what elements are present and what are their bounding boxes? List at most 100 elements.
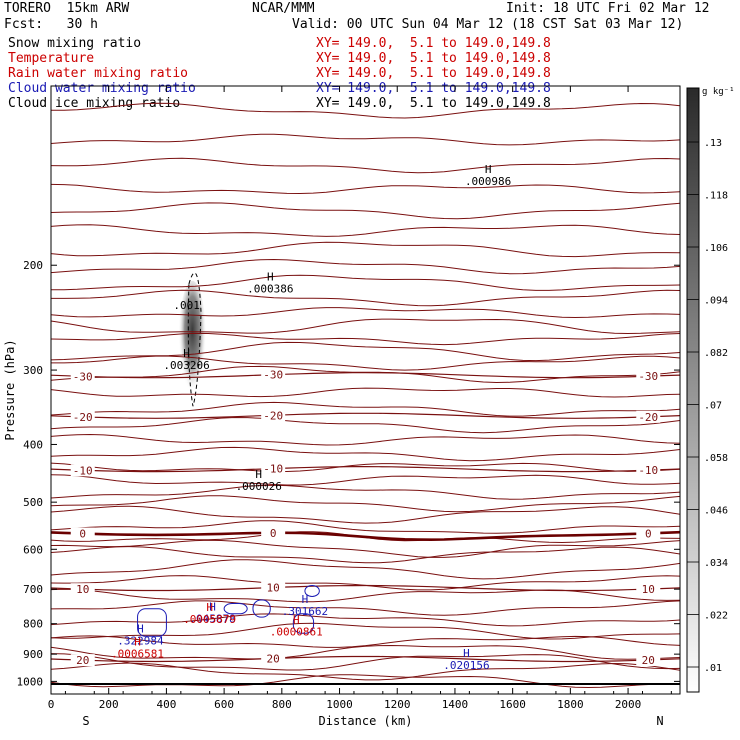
contour-label-20-0: 20	[76, 654, 89, 667]
temperature-isoline	[50, 462, 681, 472]
field-snow-xy: XY= 149.0, 5.1 to 149.0,149.8	[316, 36, 551, 51]
temperature-isoline	[50, 559, 681, 580]
colorbar-label-6: .058	[704, 453, 728, 464]
contour-label-10-2: 10	[642, 583, 655, 596]
y-tick-label-700: 700	[23, 583, 43, 596]
temperature-isoline	[50, 588, 681, 603]
temperature-isoline	[50, 157, 681, 174]
contour-label--10-2: -10	[638, 464, 658, 477]
max-marker-9: H	[134, 635, 141, 648]
max-marker-3: H	[255, 468, 262, 481]
temperature-isoline	[50, 341, 681, 362]
contour-label-bg	[636, 370, 661, 383]
temperature-isoline	[51, 289, 681, 307]
x-tick-label-0: 0	[48, 698, 55, 711]
colorbar-label-4: .082	[704, 348, 728, 359]
colorbar-label-10: .01	[704, 663, 722, 674]
x-tick-label-1400: 1400	[442, 698, 469, 711]
contour-label-bg	[261, 368, 286, 381]
temperature-isoline	[50, 133, 681, 146]
colorbar-label-8: .034	[704, 558, 728, 569]
max-marker-8: H	[137, 623, 144, 636]
field-rain-xy: XY= 149.0, 5.1 to 149.0,149.8	[316, 66, 551, 81]
contour-label--30-2: -30	[638, 370, 658, 383]
temperature-isoline	[50, 539, 681, 558]
contour-label--30-0: -30	[73, 370, 93, 383]
max-value-9: .0006581	[111, 647, 164, 660]
contour-label-bg	[261, 652, 286, 665]
temperature-isoline	[50, 662, 681, 681]
contour-label-bg	[70, 370, 95, 383]
temperature-isoline	[50, 416, 681, 434]
temperature-contour--30	[50, 372, 681, 379]
temperature-isoline	[50, 307, 681, 319]
temperature-isoline	[50, 401, 681, 417]
y-tick-label-300: 300	[23, 364, 43, 377]
field-cloud-ice-xy: XY= 149.0, 5.1 to 149.0,149.8	[316, 96, 551, 111]
max-marker-2: H	[183, 347, 190, 360]
field-snow: Snow mixing ratio	[8, 36, 142, 51]
temperature-isoline	[50, 484, 681, 500]
max-value-7: .0000861	[270, 626, 323, 639]
plot-frame	[50, 85, 681, 695]
cloud-water-contour	[252, 599, 271, 618]
contour-label-20-1: 20	[267, 652, 280, 665]
contour-label--30-1: -30	[263, 369, 283, 382]
y-tick-label-400: 400	[23, 438, 43, 451]
colorbar-label-2: .106	[704, 243, 728, 254]
cloud-ice-contour	[187, 272, 202, 407]
contour-label-bg	[636, 527, 661, 540]
contour-label-bg	[70, 464, 95, 477]
contour-label-bg	[70, 410, 95, 423]
temperature-isoline	[50, 635, 681, 648]
x-axis-label: Distance (km)	[319, 714, 413, 728]
temperature-isoline	[50, 318, 681, 335]
forecast-hour: Fcst: 30 h	[4, 17, 98, 32]
colorbar-label-0: .13	[704, 138, 722, 149]
contour-label--20-1: -20	[263, 409, 283, 422]
x-tick-label-1800: 1800	[557, 698, 584, 711]
temperature-isoline	[50, 202, 681, 220]
field-rain: Rain water mixing ratio	[8, 66, 189, 81]
temperature-isoline	[50, 387, 681, 398]
contour-label-10-0: 10	[76, 583, 89, 596]
max-marker-10: H	[463, 647, 470, 660]
temperature-contour--20	[50, 412, 681, 419]
max-value-0: .000986	[465, 175, 511, 188]
contour-label-bg	[636, 583, 661, 596]
temperature-isoline	[50, 224, 681, 237]
field-cloud-water-xy: XY= 149.0, 5.1 to 149.0,149.8	[316, 81, 551, 96]
temperature-contour-0	[50, 530, 681, 542]
x-tick-label-1200: 1200	[384, 698, 411, 711]
max-marker-0: H	[485, 163, 492, 176]
x-end-label-north: N	[656, 714, 663, 728]
temperature-isoline	[50, 183, 681, 195]
temperature-isoline	[50, 674, 681, 689]
temperature-isoline	[50, 365, 681, 384]
x-tick-label-1600: 1600	[499, 698, 526, 711]
temperature-isoline	[50, 332, 681, 346]
cloud-water-contour	[137, 608, 167, 637]
temperature-contour-20	[50, 655, 681, 663]
max-value-10: .020156	[443, 659, 489, 672]
y-tick-label-900: 900	[23, 648, 43, 661]
max-value-3: .000026	[236, 480, 282, 493]
temperature-isoline	[50, 546, 681, 564]
contour-label-bg	[261, 581, 286, 594]
cloud-water-contour	[292, 613, 315, 634]
contour-label--10-1: -10	[263, 463, 283, 476]
colorbar-label-1: .118	[704, 191, 728, 202]
center-name: NCAR/MMM	[252, 1, 315, 16]
contour-label-bg	[70, 583, 95, 596]
contour-label-0-1: 0	[270, 527, 277, 540]
contour-label-0-0: 0	[79, 528, 86, 541]
max-marker-6: H	[206, 601, 213, 614]
y-axis-label: Pressure (hPa)	[3, 339, 17, 440]
field-cloud-water: Cloud water mixing ratio	[8, 81, 196, 96]
contour-label-bg	[636, 410, 661, 423]
contour-label-bg	[636, 464, 661, 477]
temperature-contour--10	[50, 466, 681, 473]
x-tick-label-400: 400	[156, 698, 176, 711]
y-tick-label-1000: 1000	[17, 675, 44, 688]
temperature-isoline	[50, 495, 681, 513]
